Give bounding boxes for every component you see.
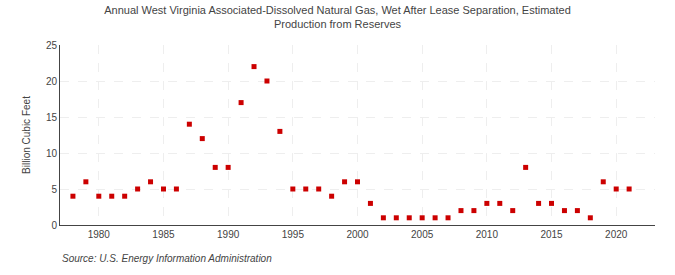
svg-text:Source: U.S. Energy Informatio: Source: U.S. Energy Information Administ… bbox=[62, 253, 272, 264]
svg-text:10: 10 bbox=[46, 148, 58, 159]
svg-text:20: 20 bbox=[46, 76, 58, 87]
svg-text:0: 0 bbox=[51, 220, 57, 231]
svg-text:2015: 2015 bbox=[540, 229, 563, 240]
svg-text:25: 25 bbox=[46, 40, 58, 51]
svg-text:15: 15 bbox=[46, 112, 58, 123]
svg-text:1985: 1985 bbox=[152, 229, 175, 240]
svg-text:1990: 1990 bbox=[217, 229, 240, 240]
svg-text:1995: 1995 bbox=[282, 229, 305, 240]
svg-text:Billion Cubic Feet: Billion Cubic Feet bbox=[21, 96, 32, 174]
svg-text:5: 5 bbox=[51, 184, 57, 195]
svg-text:1980: 1980 bbox=[88, 229, 111, 240]
svg-text:2005: 2005 bbox=[411, 229, 434, 240]
svg-text:2000: 2000 bbox=[346, 229, 369, 240]
svg-text:Annual West Virginia Associate: Annual West Virginia Associated-Dissolve… bbox=[104, 4, 571, 30]
svg-text:2020: 2020 bbox=[605, 229, 628, 240]
svg-text:2010: 2010 bbox=[476, 229, 499, 240]
